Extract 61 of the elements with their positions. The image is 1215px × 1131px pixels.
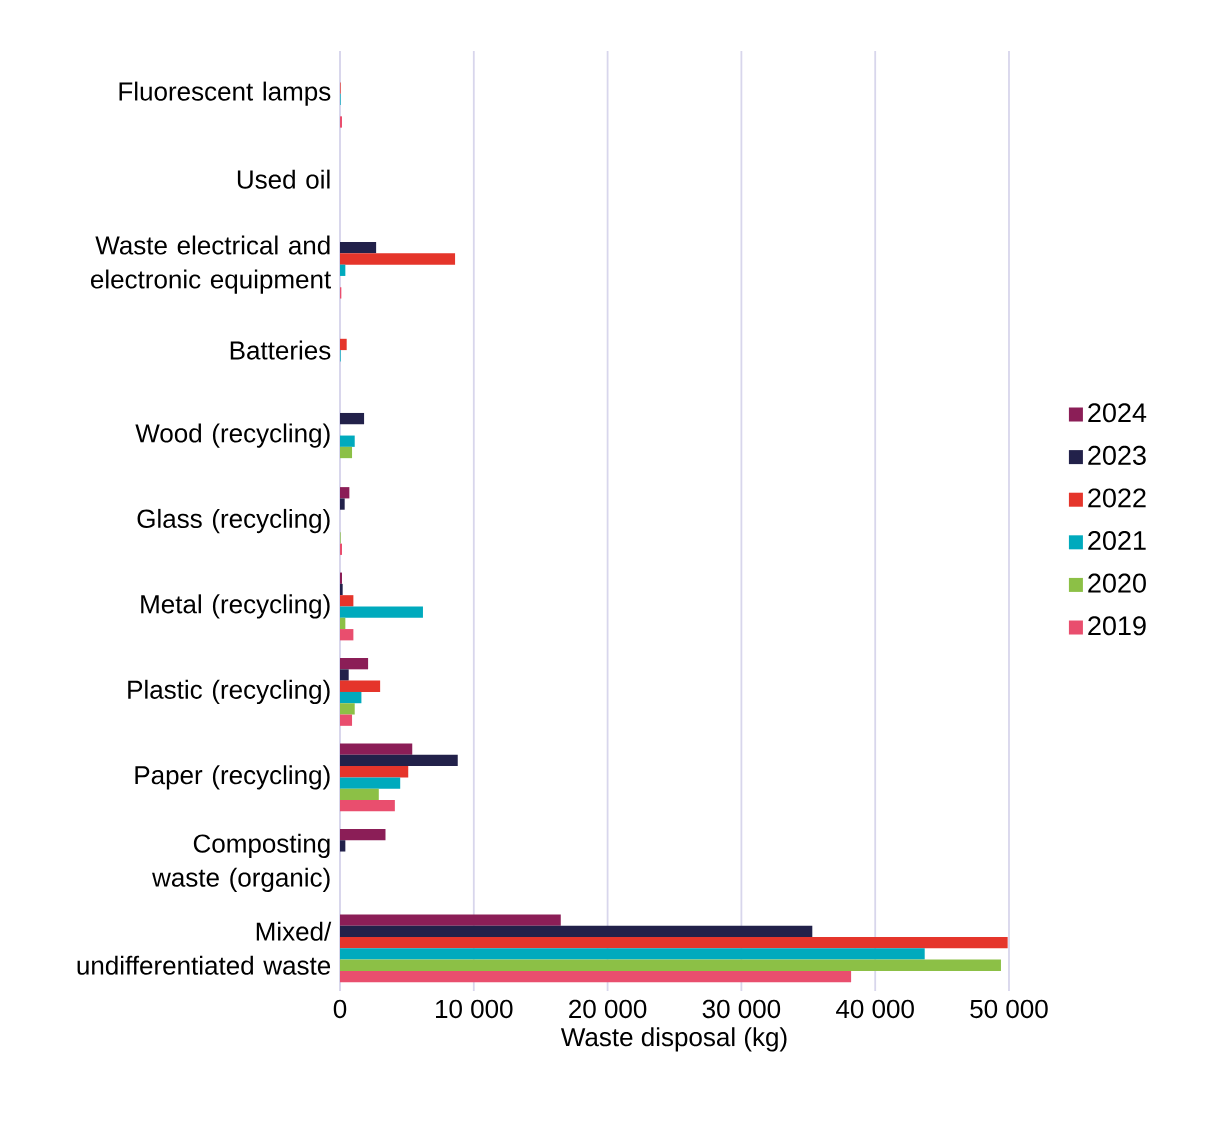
y-tick-label: Wood (recycling)	[135, 423, 330, 448]
bar	[340, 658, 369, 670]
y-tick-label: Waste electrical and electronic equipment	[91, 235, 332, 294]
bar	[340, 487, 350, 499]
bar	[340, 914, 561, 926]
x-tick-label: 40 000	[836, 999, 914, 1019]
bar	[340, 253, 456, 265]
y-tick-label: Glass (recycling)	[137, 508, 330, 534]
y-tick-label: Fluorescent lamps	[119, 81, 331, 106]
bar	[340, 617, 346, 630]
bar	[340, 788, 379, 800]
y-tick-label: Batteries	[230, 340, 331, 360]
x-axis-title: Waste disposal (kg)	[560, 1027, 787, 1052]
x-tick-label: 30 000	[702, 999, 781, 1019]
y-tick-label: Composting waste (organic)	[152, 833, 330, 892]
bar	[340, 743, 413, 755]
bar	[340, 543, 343, 555]
x-tick-label: 20 000	[569, 999, 647, 1019]
bar	[340, 338, 347, 351]
bar	[340, 595, 354, 607]
legend-label: 2020	[1088, 573, 1146, 593]
bar	[340, 970, 852, 983]
legend-label: 2024	[1088, 403, 1147, 423]
bar	[340, 572, 343, 584]
bar	[340, 264, 346, 276]
x-tick-label: 0	[333, 999, 347, 1019]
legend-label: 2019	[1088, 616, 1146, 636]
bar	[340, 828, 386, 841]
bar	[340, 606, 423, 618]
bar	[340, 936, 1008, 949]
bar	[340, 948, 925, 960]
bar	[340, 959, 1001, 971]
bar	[340, 680, 381, 692]
y-tick-label: Plastic (recycling)	[128, 679, 330, 705]
bar	[340, 714, 353, 726]
bar	[340, 799, 395, 812]
legend-label: 2022	[1088, 488, 1146, 508]
bar	[340, 669, 349, 681]
bar	[340, 116, 343, 128]
y-tick-label: Metal (recycling)	[141, 594, 330, 619]
legend-label: 2023	[1088, 445, 1146, 465]
legend-label: 2021	[1088, 531, 1146, 551]
bar	[340, 703, 355, 715]
bar	[340, 840, 346, 852]
x-tick-label: 10 000	[436, 999, 513, 1019]
bar	[340, 242, 377, 254]
bar	[340, 925, 813, 937]
bar	[340, 412, 365, 425]
bar	[340, 435, 355, 447]
bar	[340, 766, 409, 778]
bar	[340, 583, 343, 596]
bar	[340, 629, 354, 641]
x-tick-label: 50 000	[970, 999, 1048, 1019]
y-tick-label: Paper (recycling)	[135, 765, 330, 790]
y-tick-label: Mixed/ undifferentiated waste	[77, 921, 332, 975]
bar	[340, 691, 362, 704]
bar	[340, 754, 458, 767]
bar	[340, 498, 345, 510]
bar	[340, 777, 401, 789]
y-tick-label: Used oil	[237, 169, 330, 189]
bar	[340, 446, 353, 459]
